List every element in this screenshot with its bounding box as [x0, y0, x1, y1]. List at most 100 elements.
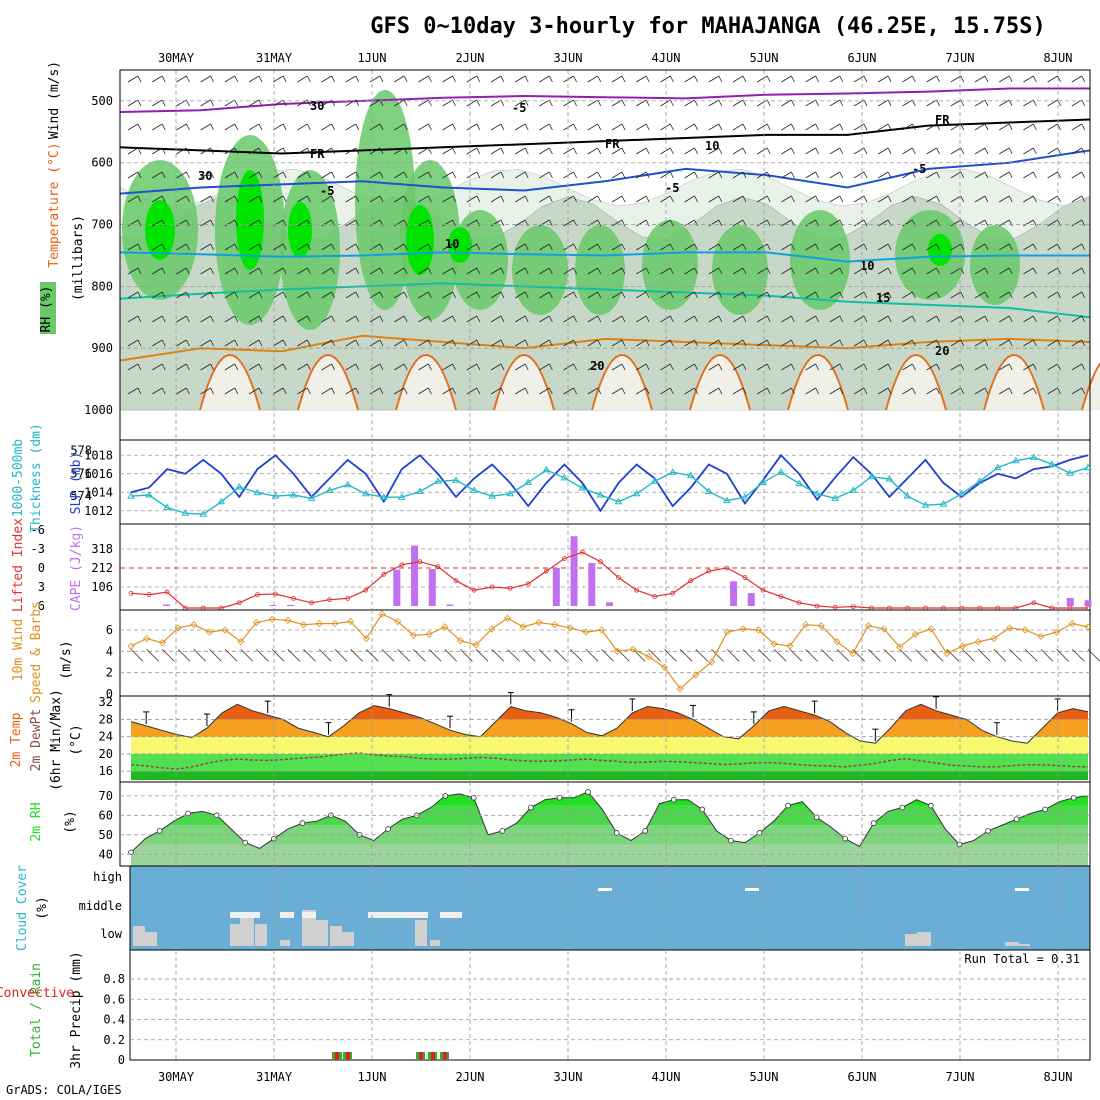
wind-barb-flag [791, 387, 795, 395]
wind-barb-flag [428, 219, 432, 227]
wind-barb [563, 267, 574, 275]
wind-barb [1023, 123, 1034, 131]
wind-barb [127, 195, 139, 203]
bottom-date-label: 31MAY [256, 1070, 293, 1084]
wind-barb [902, 291, 913, 299]
wind-barb-flag [476, 267, 481, 275]
wind-barb [732, 363, 744, 371]
wind-barb [950, 291, 962, 299]
wind-speed-marker [347, 617, 355, 626]
cape-bar [570, 536, 578, 606]
wind-barb-flag [307, 99, 311, 107]
lifted-index-marker [291, 596, 296, 601]
wind-speed-marker [362, 634, 370, 643]
wind-barb [393, 171, 405, 179]
wind-barb [272, 363, 284, 371]
wind-barb [877, 291, 889, 299]
wind-barb-flag [1033, 75, 1037, 83]
wind-barb [248, 291, 260, 299]
wind-barb [587, 291, 599, 299]
wind-barb [563, 147, 574, 155]
wind-barb [974, 75, 986, 83]
wind-barb-flag [621, 243, 626, 251]
wind-barb [297, 363, 308, 371]
wind-barb-flag [718, 267, 723, 275]
ylabel-temperature: Temperature (°C) [47, 142, 62, 267]
wind-barb [1071, 147, 1083, 155]
wind-barb [539, 147, 550, 155]
thickness-marker [1084, 463, 1092, 471]
wind-barb-flag [887, 99, 892, 107]
surface-wind-barb [695, 649, 709, 662]
wind-barb-flag [863, 363, 868, 371]
wind-barb-flag [137, 99, 142, 107]
wind-barb [926, 75, 937, 83]
wind-barb [660, 123, 671, 131]
wind-barb-flag [549, 315, 553, 323]
lifted-index-marker [236, 600, 242, 606]
wind-barb [998, 387, 1010, 395]
wind-barb-flag [403, 147, 408, 155]
wind-barb-flag [718, 315, 723, 323]
temp-band [131, 771, 1088, 780]
wind-barb-flag [234, 387, 239, 395]
contour-label: 15 [876, 291, 890, 305]
wind-barb-flag [452, 219, 456, 227]
rh2m-marker [156, 828, 163, 834]
wind-barb-flag [912, 195, 916, 203]
wind-barb-flag [670, 339, 674, 347]
wind-barb [200, 291, 211, 299]
thickness-marker [145, 491, 153, 498]
wind-barb-flag [428, 315, 432, 323]
wind-barb [635, 339, 647, 347]
wind-barb [176, 243, 187, 251]
wind-barb-flag [887, 147, 892, 155]
thickness-marker [1066, 469, 1074, 476]
wind-barb-flag [670, 195, 674, 203]
wind-barb-flag [621, 291, 626, 299]
cape-bar [287, 604, 294, 606]
wind-barb-flag [815, 219, 819, 227]
wind-barb [1023, 339, 1034, 347]
wind-barb [587, 267, 599, 275]
wind-barb-flag [186, 219, 190, 227]
wind-barb [466, 315, 478, 323]
wind-barb-flag [234, 267, 239, 275]
wind-barb-flag [186, 195, 190, 203]
wind-barb [151, 363, 163, 371]
contour-label: -5 [512, 101, 526, 115]
wind-barb [272, 147, 284, 155]
wind-barb-flag [186, 363, 190, 371]
wind-barb [635, 171, 647, 179]
top-date-axis: 30MAY 31MAY 1JUN 2JUN 3JUN 4JUN 5JUN 6JUN 7JUN 8J… [158, 51, 1073, 65]
low-cloud-block [415, 920, 427, 946]
wind-barb-flag [331, 243, 335, 251]
ylabel-temp-units: (°C) [69, 724, 84, 755]
lifted-index-marker [724, 565, 730, 571]
wind-barb-flag [815, 363, 819, 371]
wind-barb-flag [694, 171, 698, 179]
wind-barb [950, 315, 962, 323]
isotherm-line [119, 149, 1091, 195]
wind-barb-flag [258, 75, 263, 83]
pressure-tick: 800 [91, 279, 113, 293]
pressure-tick: 1000 [84, 403, 113, 417]
low-cloud-block [145, 932, 157, 946]
wind-barb-flag [331, 363, 335, 371]
wind-barb [877, 267, 889, 275]
wind-barb [539, 363, 550, 371]
wind-barb-flag [621, 363, 626, 371]
thickness-marker [795, 479, 803, 487]
wind-barb-flag [670, 123, 674, 131]
thickness-marker [921, 501, 930, 508]
wind-barb-flag [355, 99, 360, 107]
wind-barb [248, 219, 260, 227]
thickness-marker [723, 496, 731, 504]
thickness-marker [939, 500, 948, 507]
thickness-marker [217, 497, 226, 505]
wind-barb [732, 195, 744, 203]
wind-barb [563, 171, 574, 179]
wind-barb-flag [161, 75, 166, 83]
wind-barb [490, 123, 502, 131]
wind-barb-flag [645, 267, 650, 275]
